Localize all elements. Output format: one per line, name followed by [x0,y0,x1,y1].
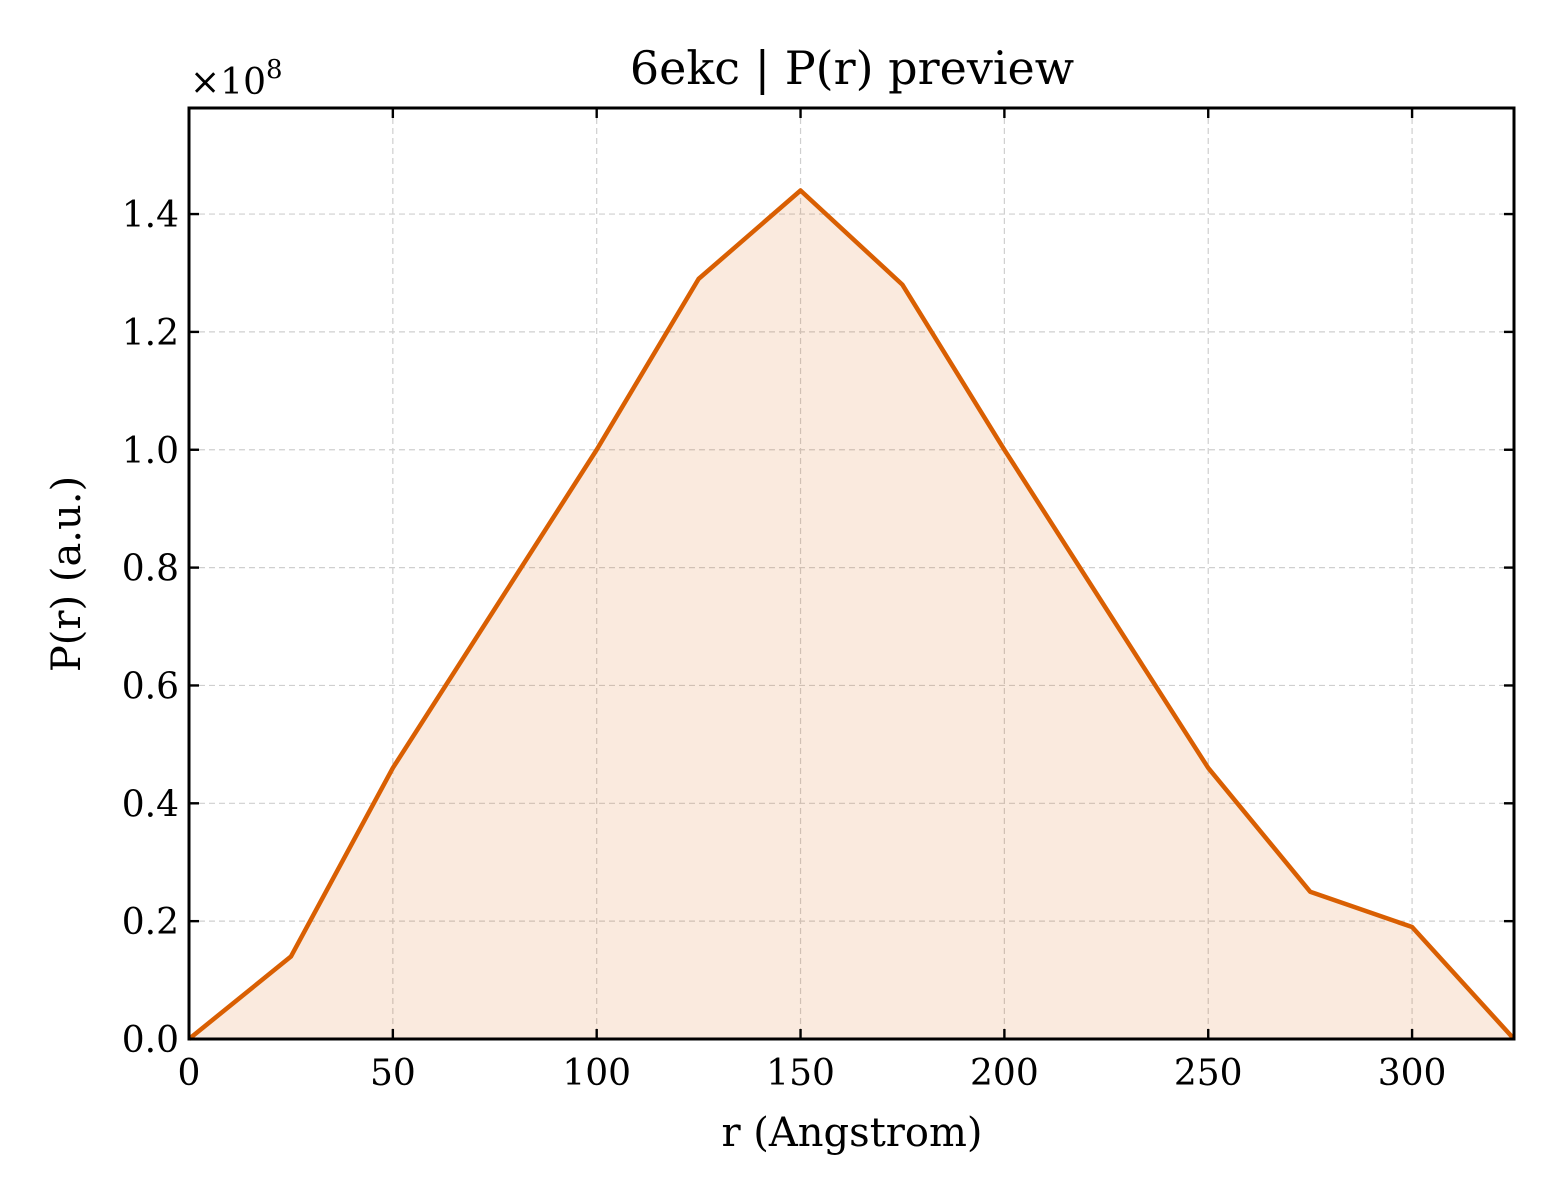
x-tick-label: 150 [766,1053,835,1094]
axis-ticks [187,108,1514,1041]
series-line [187,188,1516,1041]
axis-tick-labels: 0 50 100 150 200 250 300 0.0 0.2 0.4 0.6 0.8 1.0 1.2 1… [122,195,1447,1094]
x-tick-label: 200 [970,1053,1039,1094]
y-tick-label: 0.0 [122,1020,179,1061]
y-tick-label: 0.8 [122,549,179,590]
y-tick-label: 1.0 [122,431,179,472]
x-tick-label: 50 [370,1053,416,1094]
y-axis-multiplier-base: ×10 [190,62,266,103]
y-axis-multiplier: ×108 [190,55,283,103]
y-tick-label: 1.2 [122,313,179,354]
y-tick-label: 1.4 [122,195,179,236]
y-axis-label: P(r) (a.u.) [44,476,90,672]
plot-frame [187,106,1516,1041]
y-axis-multiplier-exponent: 8 [266,55,283,85]
x-tick-label: 0 [178,1053,201,1094]
y-tick-label: 0.4 [122,784,179,825]
y-tick-label: 0.2 [122,902,179,943]
x-tick-label: 300 [1378,1053,1447,1094]
x-axis-label: r (Angstrom) [721,1110,982,1156]
x-tick-label: 100 [562,1053,631,1094]
x-tick-label: 250 [1174,1053,1243,1094]
chart-title: 6ekc | P(r) preview [630,41,1074,95]
series-area-fill [189,190,1514,1040]
grid [188,108,1514,1039]
y-tick-label: 0.6 [122,666,179,707]
